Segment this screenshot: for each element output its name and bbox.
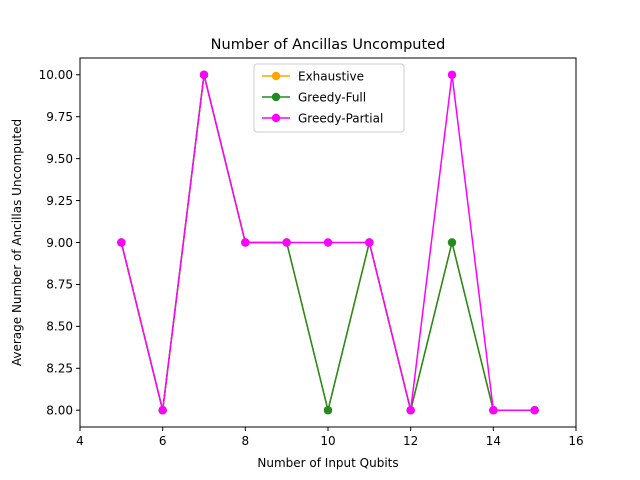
data-point (282, 238, 291, 247)
data-point (199, 70, 209, 79)
y-axis: 8.00 8.25 8.50 8.75 9.00 9.25 9.50 9.75 10.00 (39, 68, 80, 418)
x-tick-label: 6 (159, 434, 167, 448)
y-tick-label: 9.00 (46, 236, 73, 250)
legend-label: Exhaustive (298, 69, 364, 83)
series-greedy-partial (117, 70, 539, 415)
x-axis: 4 6 8 10 12 14 16 (76, 427, 584, 448)
data-point (323, 406, 333, 415)
legend-marker (271, 71, 281, 81)
y-tick-label: 10.00 (39, 68, 73, 82)
legend-box (253, 63, 405, 133)
x-tick-label: 8 (242, 434, 250, 448)
legend-item: Greedy-Partial (262, 111, 383, 125)
y-tick-label: 9.25 (46, 194, 73, 208)
legend-item: Greedy-Full (262, 90, 366, 104)
data-point (241, 238, 250, 247)
y-tick-label: 9.50 (46, 152, 73, 166)
y-tick-label: 9.75 (46, 110, 73, 124)
series-layer (117, 70, 539, 415)
data-point (530, 406, 539, 415)
legend: Exhaustive Greedy-Full Greedy-Partial (253, 63, 405, 133)
legend-marker (271, 113, 281, 123)
y-tick-label: 8.00 (46, 404, 73, 418)
x-tick-label: 16 (568, 434, 583, 448)
x-tick-label: 14 (486, 434, 501, 448)
x-tick-label: 4 (76, 434, 84, 448)
y-tick-label: 8.25 (46, 362, 73, 376)
x-axis-label: Number of Input Qubits (257, 456, 398, 470)
legend-label: Greedy-Full (298, 90, 366, 104)
y-tick-label: 8.75 (46, 278, 73, 292)
data-point (158, 406, 167, 415)
y-tick-label: 8.50 (46, 320, 73, 334)
data-point (406, 406, 415, 415)
legend-item: Exhaustive (262, 69, 364, 83)
data-point (447, 70, 457, 79)
data-point (447, 238, 457, 247)
chart-title: Number of Ancillas Uncomputed (211, 37, 446, 53)
x-tick-label: 12 (403, 434, 418, 448)
data-point (117, 238, 126, 247)
x-tick-label: 10 (320, 434, 335, 448)
legend-marker (271, 92, 281, 102)
data-point (323, 238, 333, 247)
data-point (489, 406, 498, 415)
data-point (365, 238, 374, 247)
legend-label: Greedy-Partial (298, 111, 383, 125)
y-axis-label: Average Number of Ancillas Uncomputed (10, 119, 24, 366)
